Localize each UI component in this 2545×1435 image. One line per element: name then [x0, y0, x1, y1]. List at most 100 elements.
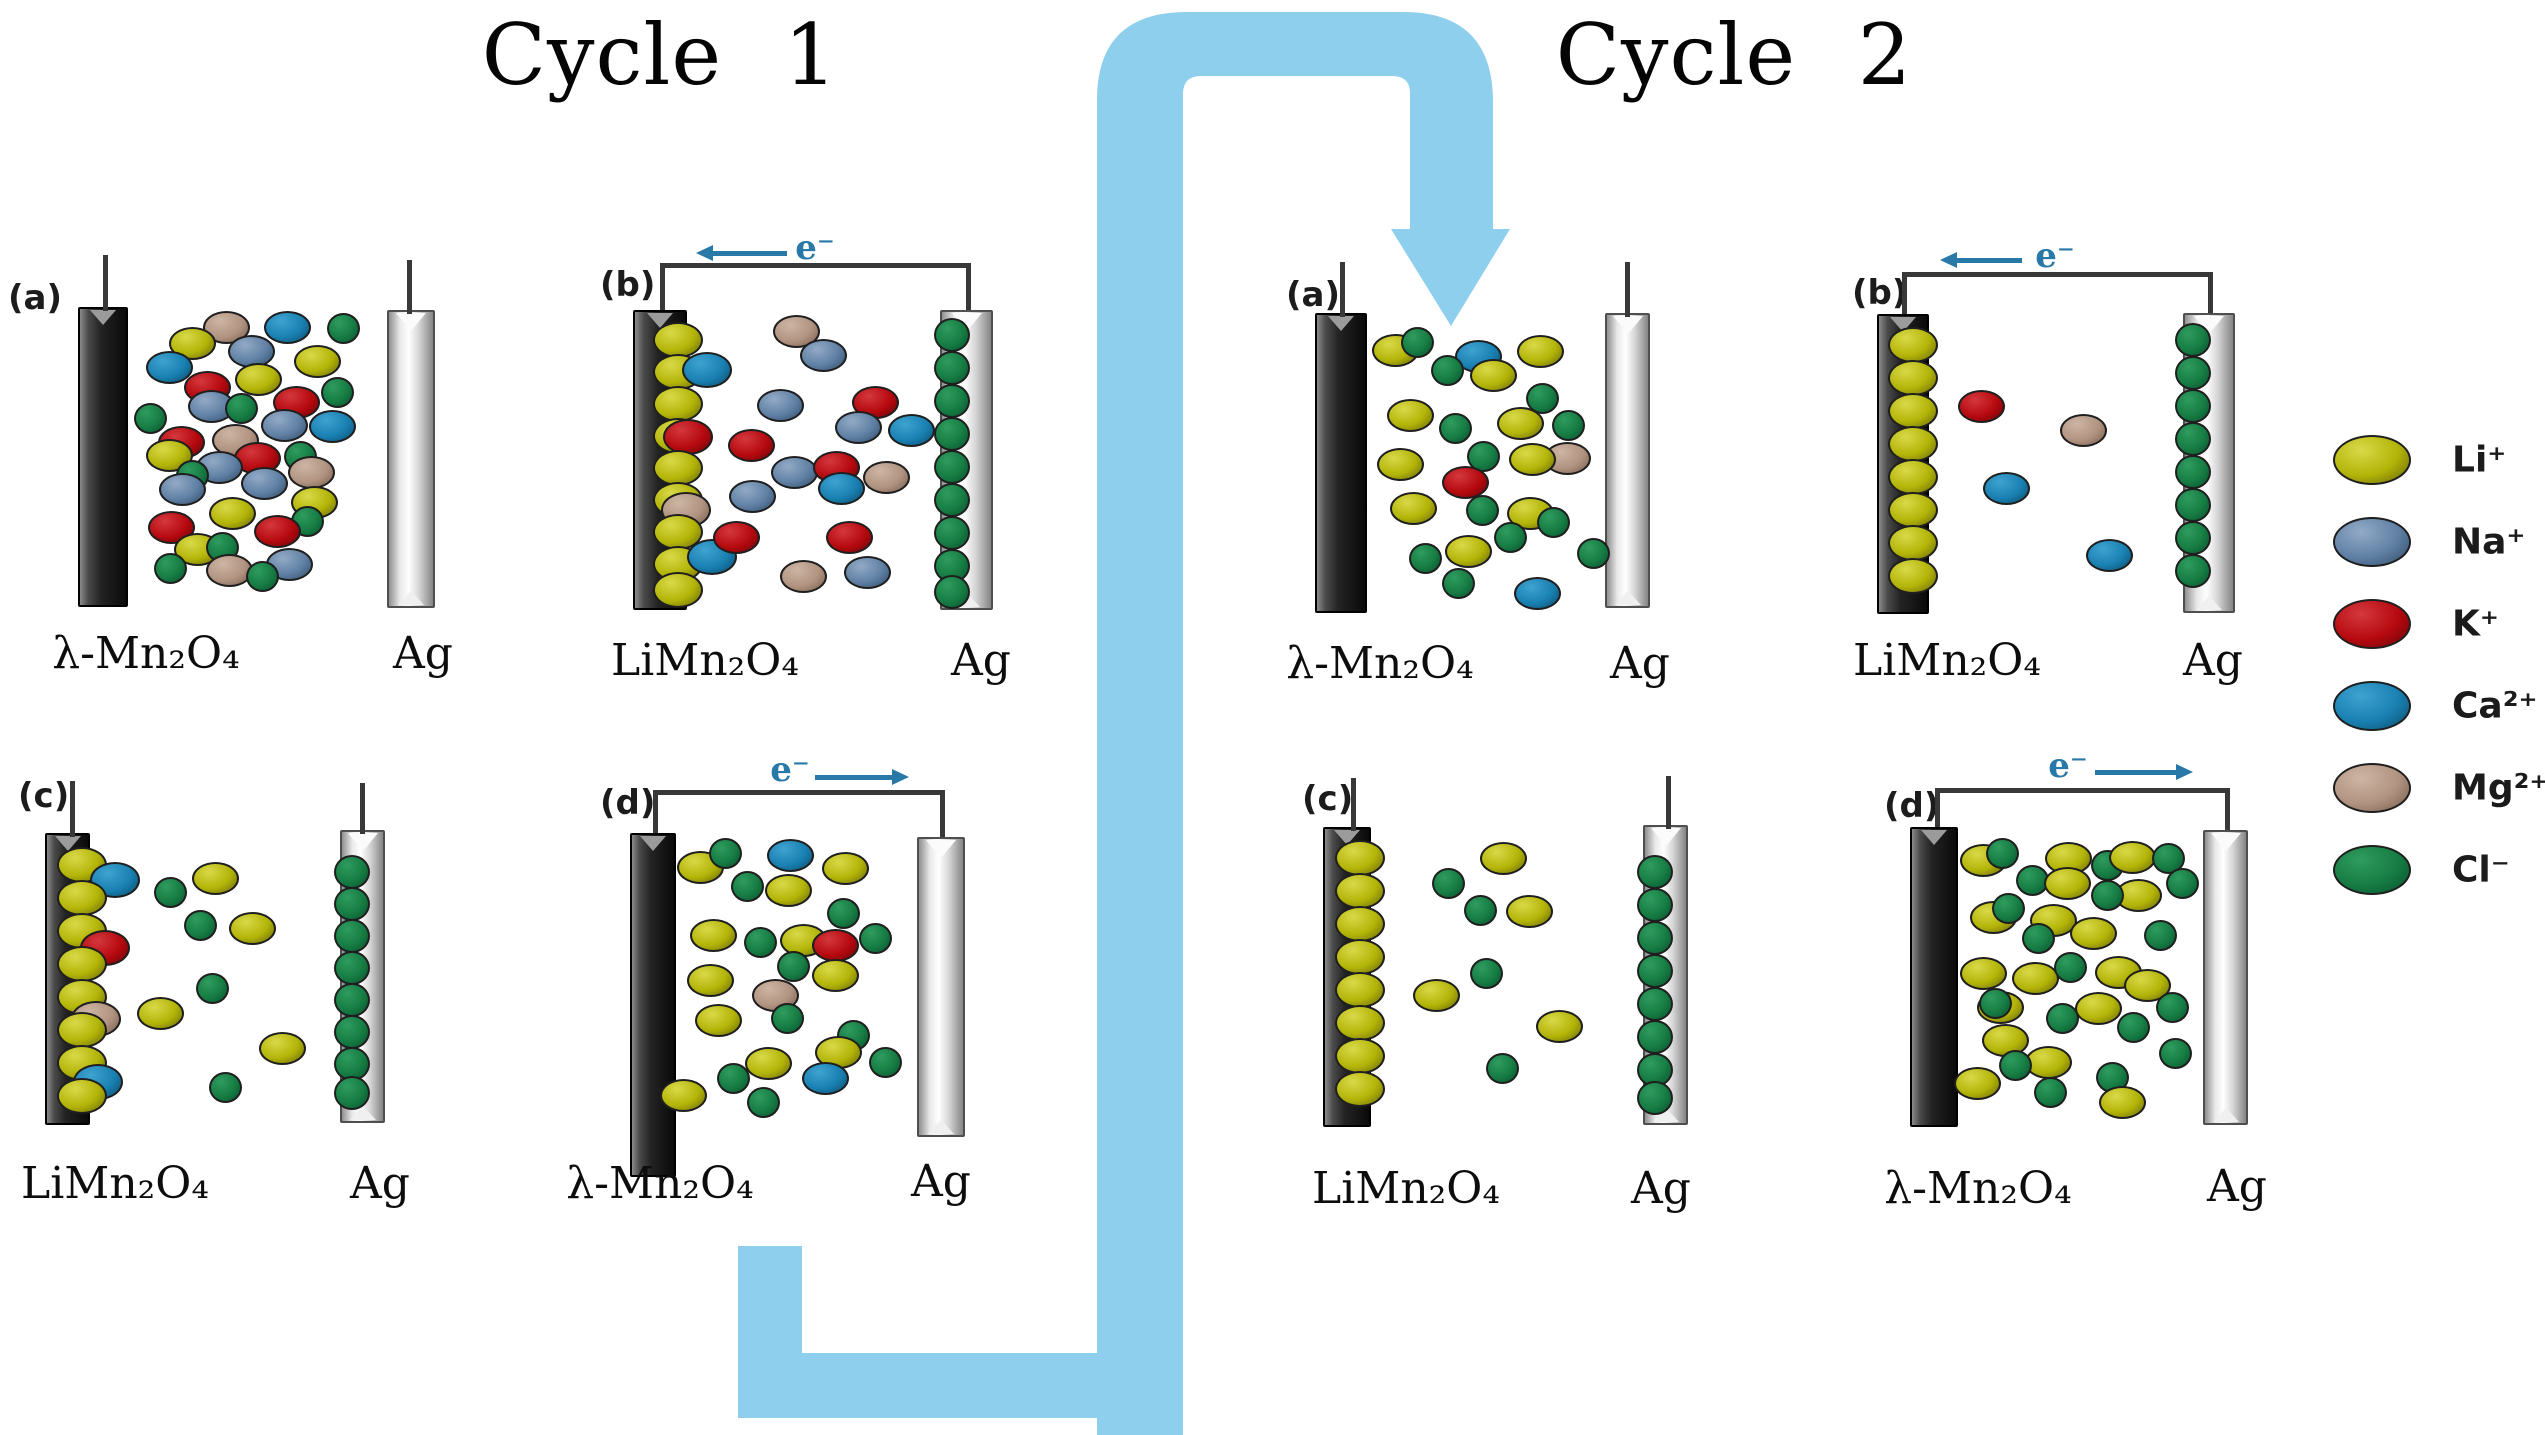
ion-cl	[1637, 1020, 1673, 1054]
ion-cl	[1637, 987, 1673, 1021]
ion-cl	[1637, 888, 1673, 922]
ion-li	[689, 918, 737, 952]
ion-cl	[2155, 991, 2189, 1023]
ion-li	[1335, 840, 1385, 876]
ion-cl	[2175, 521, 2211, 555]
ion-cl	[334, 919, 370, 953]
ion-li	[2024, 1045, 2072, 1079]
ion-mg	[287, 455, 335, 489]
panel-letter: (a)	[1286, 275, 1341, 315]
ion-cl	[2033, 1076, 2067, 1108]
cathode-label: Ag	[911, 1156, 971, 1207]
ion-cl	[1441, 567, 1475, 599]
ion-na	[799, 338, 847, 372]
anode-terminal-wire	[1351, 778, 1356, 831]
ion-li	[57, 1078, 107, 1114]
ion-cl	[1576, 537, 1610, 569]
ion-cl	[1408, 542, 1442, 574]
cathode-terminal-wire	[407, 260, 412, 314]
ion-li	[2043, 866, 2091, 900]
ion-li	[1505, 894, 1553, 928]
ion-cl	[1430, 354, 1464, 386]
circuit-wire-left	[660, 263, 665, 314]
ion-cl	[934, 351, 970, 385]
ion-na	[227, 334, 275, 368]
ion-ca	[2085, 538, 2133, 572]
ion-li	[136, 996, 184, 1030]
circuit-wire-top	[653, 790, 945, 795]
legend-label-mg: Mg²⁺	[2452, 767, 2545, 809]
panel-letter: (b)	[1852, 273, 1908, 313]
ion-cl	[1465, 494, 1499, 526]
ion-mg	[205, 553, 253, 587]
ion-li	[744, 1046, 792, 1080]
ion-cl	[776, 950, 810, 982]
ion-ca	[766, 838, 814, 872]
legend-label-ca: Ca²⁺	[2452, 685, 2538, 727]
ion-cl	[183, 909, 217, 941]
ion-li	[1444, 534, 1492, 568]
cathode-terminal-wire	[1666, 776, 1671, 829]
ion-cl	[1991, 892, 2025, 924]
cycle1-title: Cycle 1	[481, 6, 839, 104]
ion-ca	[308, 409, 356, 443]
ion-cl	[1551, 409, 1585, 441]
circuit-wire-right	[940, 790, 945, 841]
cathode-label: Ag	[1631, 1163, 1691, 1214]
anode-electrode	[1910, 827, 1958, 1127]
ion-cl	[195, 972, 229, 1004]
ion-li	[686, 963, 734, 997]
anode-terminal-wire	[103, 255, 108, 311]
ion-ca	[887, 413, 935, 447]
anode-label: λ-Mn₂O₄	[566, 1158, 754, 1209]
ion-k	[1957, 389, 2005, 423]
electron-label: e⁻	[2048, 746, 2088, 786]
ion-cl	[1463, 894, 1497, 926]
ion-cl	[1637, 954, 1673, 988]
ion-ca	[687, 539, 737, 575]
anode-label: λ-Mn₂O₄	[52, 628, 240, 679]
ion-li	[1469, 358, 1517, 392]
ion-li	[1888, 525, 1938, 561]
flow-arrow-top-band	[1097, 12, 1493, 231]
ion-li	[228, 911, 276, 945]
ion-cl	[743, 926, 777, 958]
ion-li	[653, 322, 703, 358]
anode-label: LiMn₂O₄	[1311, 1163, 1501, 1214]
electron-label: e⁻	[770, 750, 810, 790]
ion-li	[821, 851, 869, 885]
cathode-electrode	[2203, 830, 2248, 1125]
ion-k	[727, 428, 775, 462]
ion-cl	[2175, 488, 2211, 522]
legend-label-na: Na⁺	[2452, 521, 2526, 563]
ion-k	[253, 514, 301, 548]
ion-li	[659, 1078, 707, 1112]
ion-li	[653, 450, 703, 486]
anode-label: LiMn₂O₄	[1852, 635, 2042, 686]
ion-li	[1953, 1066, 2001, 1100]
ion-cl	[934, 384, 970, 418]
ion-li	[1335, 1038, 1385, 1074]
ion-cl	[730, 870, 764, 902]
ion-li	[2074, 991, 2122, 1025]
ion-li	[1335, 972, 1385, 1008]
ion-cl	[716, 1062, 750, 1094]
ion-k	[712, 520, 760, 554]
ion-li	[1888, 360, 1938, 396]
ion-cl	[1431, 867, 1465, 899]
ion-cl	[245, 560, 279, 592]
ion-cl	[2158, 1037, 2192, 1069]
panel-letter: (d)	[1884, 786, 1940, 826]
ion-cl	[153, 552, 187, 584]
ion-cl	[2175, 356, 2211, 390]
electron-arrowhead-icon	[696, 245, 713, 261]
ion-li	[208, 496, 256, 530]
ion-cl	[1978, 987, 2012, 1019]
panel-letter: (b)	[600, 265, 656, 305]
electron-arrow-right-icon	[815, 769, 909, 785]
cycle2-title: Cycle 2	[1555, 6, 1913, 104]
ion-cl	[2015, 864, 2049, 896]
cathode-label: Ag	[951, 635, 1011, 686]
electron-arrowhead-icon	[892, 769, 909, 785]
